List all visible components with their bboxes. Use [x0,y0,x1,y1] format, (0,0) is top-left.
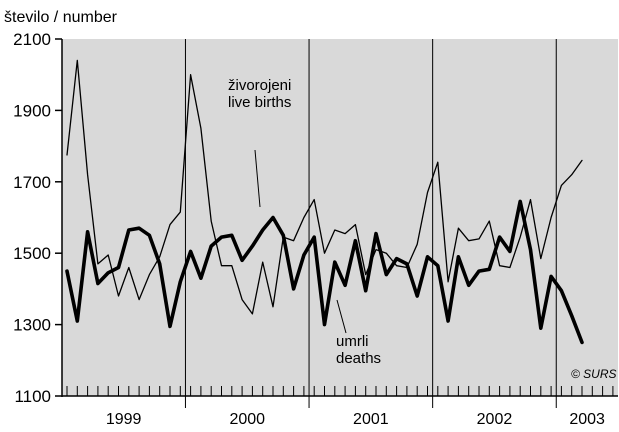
x-year-label: 2002 [477,411,513,428]
births-label-sl: živorojeni [228,77,291,94]
y-tick-label: 1700 [13,173,51,192]
births-label-en: live births [228,94,291,111]
y-tick-label: 1500 [13,244,51,263]
x-year-label: 2001 [353,411,389,428]
y-tick-label: 1100 [14,387,51,406]
y-tick-label: 1900 [13,101,51,120]
x-axis-labels: 1999 2000 2001 2002 2003 [106,411,605,428]
year-dividers [184,39,557,408]
births-leader-line [254,149,261,208]
y-axis: 1100 1300 1500 1700 1900 2100 [13,30,62,406]
deaths-leader-line [336,299,347,334]
x-year-label: 2000 [229,411,265,428]
deaths-label-sl: umrli [336,333,369,350]
x-year-label: 1999 [106,411,142,428]
y-tick-label: 1300 [13,316,51,335]
x-year-label: 2003 [569,411,605,428]
y-axis-title: število / number [4,9,118,26]
copyright-label: © SURS [571,367,617,381]
y-tick-label: 2100 [13,30,51,49]
deaths-label-en: deaths [336,350,381,367]
deaths-line [65,199,584,345]
month-ticks [66,386,614,396]
data-lines [65,59,584,345]
